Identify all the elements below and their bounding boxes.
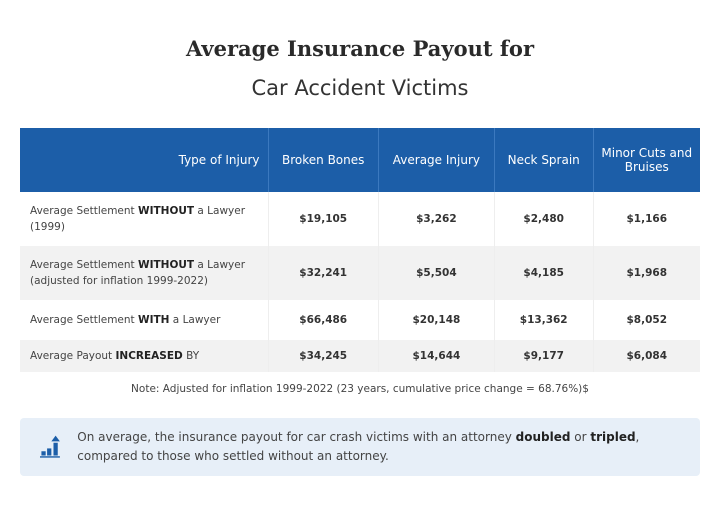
table-row: Average Settlement WITHOUT a Lawyer (adj… [20, 246, 700, 300]
payout-table: Type of Injury Broken Bones Average Inju… [20, 128, 700, 372]
table-cell: $1,968 [592, 246, 700, 300]
table-row: Average Settlement WITH a Lawyer $66,486 $… [20, 300, 700, 340]
bar-chart-up-arrow-icon [40, 435, 60, 458]
table-cell: $66,486 [267, 300, 379, 340]
row-label: Average Settlement WITHOUT a Lawyer (adj… [20, 246, 268, 300]
table-cell: $3,262 [377, 192, 495, 246]
table-row: Average Payout INCREASED BY $34,245 $14,64… [20, 340, 700, 372]
note: Note: Adjusted for inflation 1999-2022 (… [131, 383, 589, 395]
table-cell: $20,148 [377, 300, 495, 340]
column-header: Minor Cuts and Bruises [592, 128, 700, 192]
row-label: Average Settlement WITH a Lawyer [20, 300, 268, 340]
table-cell: $34,245 [267, 340, 379, 372]
column-header: Broken Bones [267, 128, 379, 192]
table-cell: $9,177 [493, 340, 593, 372]
column-header: Type of Injury [20, 128, 268, 192]
row-label: Average Payout INCREASED BY [20, 340, 268, 372]
table-cell: $2,480 [493, 192, 593, 246]
callout-text: On average, the insurance payout for car… [77, 430, 640, 463]
table-cell: $6,084 [592, 340, 700, 372]
callout-box: On average, the insurance payout for car… [20, 418, 700, 476]
table-cell: $5,504 [377, 246, 495, 300]
table-cell: $13,362 [493, 300, 593, 340]
header-row: Type of Injury Broken Bones Average Inju… [20, 128, 700, 192]
column-header: Neck Sprain [493, 128, 593, 192]
table-cell: $8,052 [592, 300, 700, 340]
row-label: Average Settlement WITHOUT a Lawyer (199… [20, 192, 268, 246]
subtitle: Car Accident Victims [251, 76, 469, 100]
column-header: Average Injury [377, 128, 495, 192]
table-row: Average Settlement WITHOUT a Lawyer (199… [20, 192, 700, 246]
table-cell: $4,185 [493, 246, 593, 300]
title: Average Insurance Payout for [185, 36, 535, 61]
table-cell: $32,241 [267, 246, 379, 300]
table-cell: $1,166 [592, 192, 700, 246]
table-cell: $19,105 [267, 192, 379, 246]
table-cell: $14,644 [377, 340, 495, 372]
